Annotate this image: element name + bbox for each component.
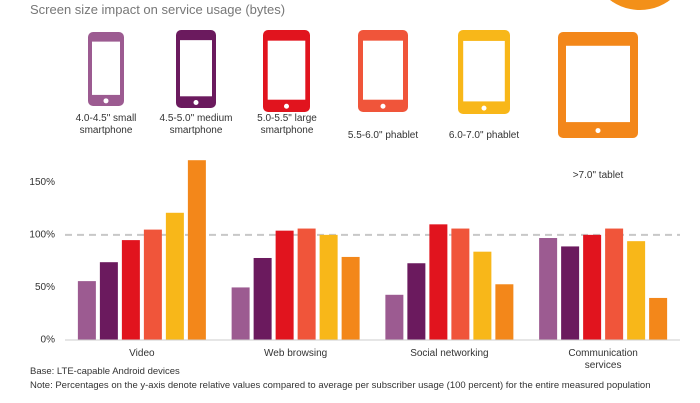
x-tick-label: Web browsing bbox=[264, 348, 328, 359]
bar bbox=[605, 228, 624, 340]
bar bbox=[275, 230, 294, 340]
bar bbox=[385, 294, 404, 340]
bar bbox=[451, 228, 470, 340]
legend-label: 5.5-6.0" phablet bbox=[347, 130, 419, 141]
legend-label: 5.0-5.5" large smartphone bbox=[257, 113, 317, 136]
device-button bbox=[595, 128, 601, 134]
y-tick-label: 100% bbox=[29, 229, 55, 240]
device-button bbox=[284, 103, 289, 109]
device-screen bbox=[463, 40, 505, 102]
bar bbox=[649, 297, 668, 340]
bar bbox=[143, 229, 162, 340]
bar bbox=[253, 257, 272, 340]
device-button bbox=[193, 100, 199, 106]
device-button bbox=[380, 103, 386, 109]
bar bbox=[319, 234, 338, 340]
y-tick-label: 0% bbox=[41, 335, 56, 346]
device-button bbox=[481, 105, 487, 111]
x-tick-label: Communication services bbox=[568, 348, 638, 371]
device-button bbox=[103, 98, 109, 104]
bar bbox=[121, 240, 140, 340]
bar bbox=[165, 212, 184, 340]
footnote: Base: LTE-capable Android devices bbox=[30, 366, 180, 377]
bar bbox=[297, 228, 316, 340]
bar bbox=[539, 238, 558, 340]
bar bbox=[99, 262, 118, 340]
bar bbox=[407, 263, 426, 340]
device-screen bbox=[267, 40, 306, 100]
bar bbox=[231, 287, 250, 340]
x-tick-label: Video bbox=[129, 348, 155, 359]
bar bbox=[77, 281, 96, 340]
device-screen bbox=[92, 41, 120, 95]
bar bbox=[627, 241, 646, 340]
legend-label: >7.0" tablet bbox=[572, 170, 624, 181]
device-screen bbox=[363, 40, 403, 100]
bar bbox=[473, 251, 492, 340]
bar bbox=[187, 160, 206, 340]
chart-title: Screen size impact on service usage (byt… bbox=[30, 2, 286, 17]
x-tick-label: Social networking bbox=[410, 348, 489, 359]
bar bbox=[561, 246, 580, 340]
device-screen bbox=[566, 45, 630, 123]
bar bbox=[429, 224, 448, 340]
legend-label: 4.5-5.0" medium smartphone bbox=[159, 113, 233, 136]
bar bbox=[495, 284, 514, 340]
bar bbox=[341, 256, 360, 340]
y-tick-label: 150% bbox=[29, 177, 55, 188]
decor-circle bbox=[610, 0, 670, 10]
legend-label: 6.0-7.0" phablet bbox=[448, 130, 520, 141]
y-tick-label: 50% bbox=[35, 282, 55, 293]
footnote: Note: Percentages on the y-axis denote r… bbox=[30, 380, 651, 391]
device-screen bbox=[180, 40, 212, 97]
legend-label: 4.0-4.5" small smartphone bbox=[75, 113, 137, 136]
bar bbox=[583, 234, 602, 340]
